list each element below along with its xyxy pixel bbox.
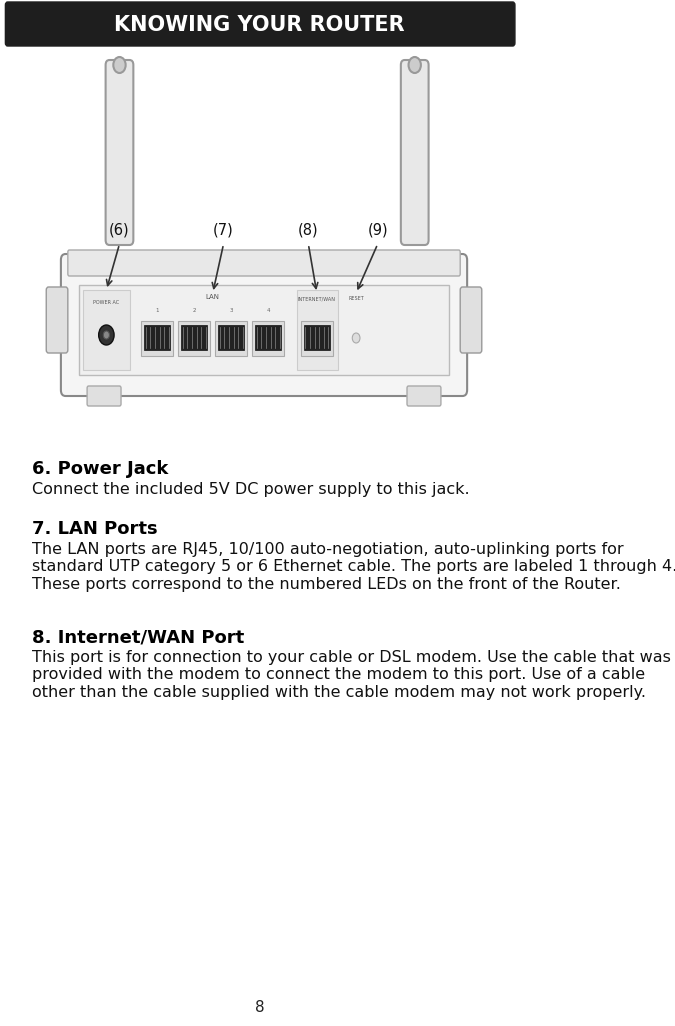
Text: 1: 1 [155, 308, 159, 313]
Text: 8. Internet/WAN Port: 8. Internet/WAN Port [32, 628, 244, 646]
Bar [80, 285, 449, 374]
Bar [178, 320, 211, 355]
Bar [144, 324, 170, 350]
Text: LAN: LAN [206, 294, 220, 300]
FancyBboxPatch shape [68, 250, 460, 276]
Text: KNOWING YOUR ROUTER: KNOWING YOUR ROUTER [115, 15, 405, 35]
Text: (7): (7) [213, 223, 234, 237]
Bar [297, 290, 338, 370]
Circle shape [103, 331, 109, 339]
FancyBboxPatch shape [105, 60, 134, 245]
Text: This port is for connection to your cable or DSL modem. Use the cable that was
p: This port is for connection to your cabl… [32, 650, 671, 700]
Text: 7. LAN Ports: 7. LAN Ports [32, 520, 158, 538]
FancyBboxPatch shape [407, 386, 441, 406]
FancyBboxPatch shape [61, 254, 467, 396]
Bar [300, 320, 333, 355]
Text: 8: 8 [255, 1000, 265, 1016]
Text: The LAN ports are RJ45, 10/100 auto-negotiation, auto-uplinking ports for
standa: The LAN ports are RJ45, 10/100 auto-nego… [32, 542, 675, 592]
Text: (6): (6) [109, 223, 130, 237]
Text: Connect the included 5V DC power supply to this jack.: Connect the included 5V DC power supply … [32, 482, 470, 497]
FancyBboxPatch shape [47, 287, 68, 353]
Bar [83, 290, 130, 370]
FancyBboxPatch shape [460, 287, 482, 353]
Bar [181, 324, 207, 350]
Bar [304, 324, 330, 350]
Text: (9): (9) [367, 223, 388, 237]
Text: 3: 3 [230, 308, 233, 313]
Text: RESET: RESET [348, 297, 364, 302]
Circle shape [113, 57, 126, 73]
FancyBboxPatch shape [87, 386, 121, 406]
Circle shape [408, 57, 421, 73]
FancyBboxPatch shape [5, 2, 515, 46]
Bar [255, 324, 281, 350]
Text: INTERNET/WAN: INTERNET/WAN [298, 297, 336, 302]
Bar [141, 320, 173, 355]
FancyBboxPatch shape [401, 60, 429, 245]
Text: 6. Power Jack: 6. Power Jack [32, 460, 169, 478]
Text: POWER AC: POWER AC [93, 300, 119, 305]
Text: (8): (8) [298, 223, 319, 237]
Bar [218, 324, 244, 350]
Bar [215, 320, 248, 355]
Circle shape [352, 333, 360, 343]
Bar [252, 320, 284, 355]
Circle shape [99, 325, 114, 345]
Text: 2: 2 [192, 308, 196, 313]
Text: 4: 4 [267, 308, 270, 313]
